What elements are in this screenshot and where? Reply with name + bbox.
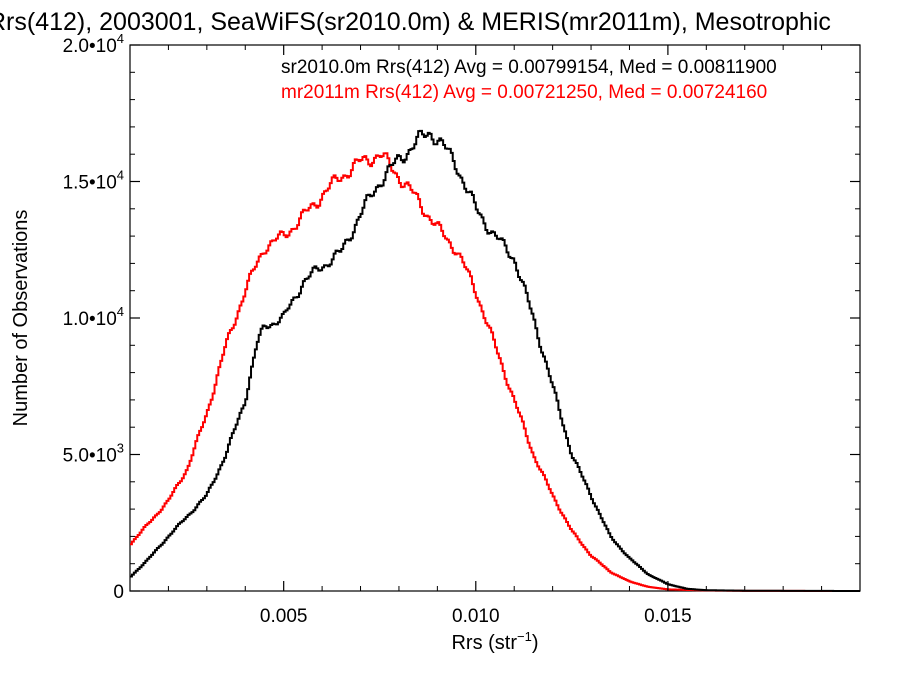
y-tick-label: 1.0•104 xyxy=(63,304,124,330)
x-axis-title: Rrs (str−1) xyxy=(451,629,538,654)
plot-frame xyxy=(129,44,861,592)
y-tick-label: 1.5•104 xyxy=(63,168,124,194)
y-tick-label: 5.0•103 xyxy=(63,441,124,467)
series-line-mr2011 xyxy=(130,152,860,592)
x-tick-label: 0.010 xyxy=(452,606,500,627)
x-tick-label: 0.005 xyxy=(260,606,308,627)
chart-title: Rrs(412), 2003001, SeaWiFS(sr2010.0m) & … xyxy=(0,8,831,36)
y-axis-title: Number of Observations xyxy=(10,210,32,427)
series-layer xyxy=(130,129,860,592)
x-tick-label: 0.015 xyxy=(644,606,692,627)
y-tick-label: 0 xyxy=(113,582,124,603)
tick-layer: 0.005 0.010 0.015 0 5.0•103 1.0•104 1.5•104 2.0… xyxy=(63,31,860,627)
y-tick-label: 2.0•104 xyxy=(63,31,124,57)
legend-entry-sr2010: sr2010.0m Rrs(412) Avg = 0.00799154, Med… xyxy=(281,57,777,78)
legend-entry-mr2011: mr2011m Rrs(412) Avg = 0.00721250, Med =… xyxy=(281,82,767,103)
series-line-sr2010 xyxy=(130,129,860,592)
